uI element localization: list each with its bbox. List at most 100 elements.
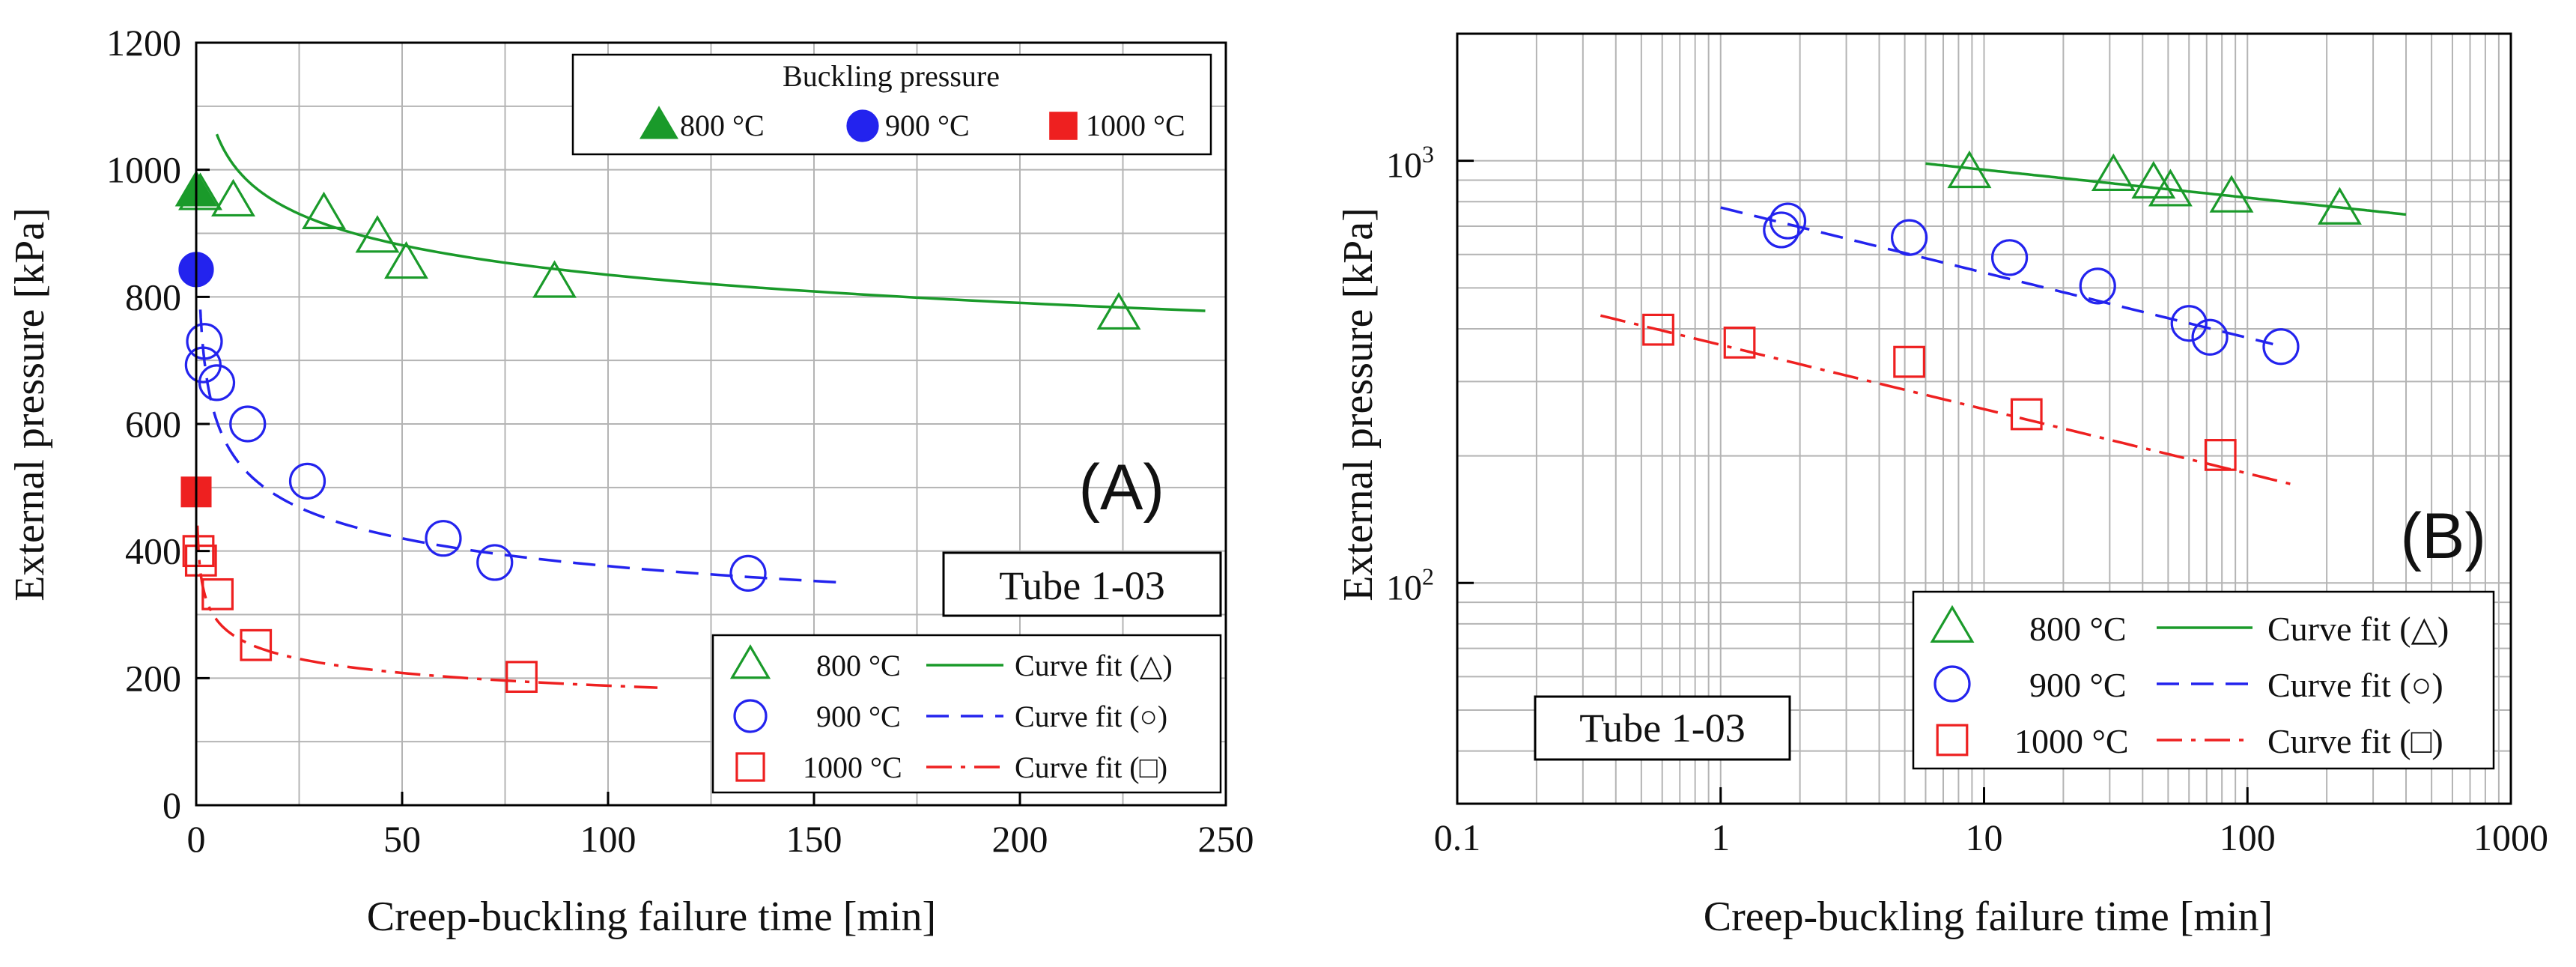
b-legend-label-1000: 1000 °C bbox=[2014, 722, 2129, 760]
a-legend-fit-label-800: Curve fit (△) bbox=[1015, 649, 1173, 682]
b-data-point-s900 bbox=[2079, 267, 2116, 305]
b-x-tick-label: 1 bbox=[1711, 816, 1730, 858]
b-y-tick-label-1000: 103 bbox=[1386, 141, 1434, 186]
a-y-tick-label: 1200 bbox=[106, 22, 181, 64]
a-buckling-legend-label-800: 800 °C bbox=[680, 109, 765, 142]
a-legend-label-1000: 1000 °C bbox=[803, 751, 902, 784]
b-data-point-s800 bbox=[2209, 175, 2254, 213]
a-data-point-s1000 bbox=[505, 661, 538, 694]
b-data-point-s1000 bbox=[2204, 439, 2237, 471]
a-legend-label-900: 900 °C bbox=[816, 700, 901, 733]
a-data-point-s900 bbox=[198, 364, 236, 401]
a-buckling-legend-label-900: 900 °C bbox=[885, 109, 970, 142]
a-y-tick-label: 200 bbox=[125, 657, 181, 699]
a-buckling-legend-marker-s900 bbox=[846, 109, 879, 142]
b-x-axis-title: Creep-buckling failure time [min] bbox=[1704, 894, 2273, 940]
b-fit-curve-s1000 bbox=[1600, 314, 2298, 488]
a-legend-label-800: 800 °C bbox=[816, 649, 901, 682]
a-x-tick-label: 0 bbox=[187, 818, 206, 860]
a-data-point-s900 bbox=[288, 462, 326, 500]
b-y-tick-1000-exp: 3 bbox=[1422, 141, 1434, 168]
b-legend-fit-label-1000: Curve fit (□) bbox=[2267, 722, 2443, 760]
b-data-point-s1000 bbox=[1723, 326, 1756, 359]
b-data-point-s900 bbox=[2191, 318, 2229, 356]
b-tube-label-box: Tube 1-03 bbox=[1534, 695, 1791, 761]
b-y-tick-100-exp: 2 bbox=[1422, 563, 1434, 589]
b-legend-label-900: 900 °C bbox=[2029, 666, 2127, 704]
b-data-point-s800 bbox=[2317, 187, 2362, 225]
b-y-tick-100-base: 10 bbox=[1386, 568, 1422, 607]
b-panel-label: (B) bbox=[2400, 500, 2486, 572]
b-x-tick-label: 100 bbox=[2220, 816, 2276, 858]
a-legend-fit-label-1000: Curve fit (□) bbox=[1015, 751, 1167, 784]
b-fit-curve-s800 bbox=[1925, 162, 2407, 216]
b-x-tick-label: 1000 bbox=[2473, 816, 2548, 858]
a-data-point-s800 bbox=[532, 260, 577, 298]
a-buckling-legend-title: Buckling pressure bbox=[783, 59, 1000, 93]
a-data-point-s800 bbox=[302, 191, 346, 230]
b-curves bbox=[1600, 162, 2407, 488]
b-fit-curve-s900 bbox=[1720, 206, 2273, 346]
b-legend-marker-s1000 bbox=[1936, 724, 1969, 757]
a-buckling-legend: Buckling pressure 800 °C 900 °C 1000 °C bbox=[571, 53, 1212, 156]
a-data-point-s1000 bbox=[182, 535, 215, 568]
a-y-tick-label: 1000 bbox=[106, 149, 181, 191]
a-x-axis-title: Creep-buckling failure time [min] bbox=[367, 894, 936, 940]
b-data-point-s900 bbox=[1990, 239, 2029, 276]
a-data-point-s1000 bbox=[240, 628, 273, 661]
a-panel-label: (A) bbox=[1078, 452, 1164, 524]
b-data-point-s1000 bbox=[1642, 313, 1674, 346]
a-series-legend: 800 °C Curve fit (△) 900 °C Curve fit (○… bbox=[711, 634, 1222, 794]
b-data-point-s900 bbox=[2262, 328, 2300, 366]
a-data-point-s900 bbox=[476, 544, 514, 581]
a-y-tick-label: 0 bbox=[162, 784, 181, 826]
b-legend-fit-label-800: Curve fit (△) bbox=[2267, 610, 2449, 648]
a-data-point-s800 bbox=[384, 240, 428, 279]
a-y-axis-title: External pressure [kPa] bbox=[7, 207, 53, 601]
a-data-point-s900 bbox=[425, 520, 462, 557]
b-tube-label: Tube 1-03 bbox=[1579, 706, 1746, 751]
a-x-tick-label: 250 bbox=[1198, 818, 1254, 860]
b-data-point-s900 bbox=[1769, 202, 1807, 240]
b-data-point-s1000 bbox=[1893, 345, 1925, 378]
a-legend-fit-label-900: Curve fit (○) bbox=[1015, 700, 1167, 733]
a-buckling-legend-marker-s1000 bbox=[1049, 112, 1078, 140]
b-x-tick-label: 0.1 bbox=[1434, 816, 1481, 858]
b-y-axis-title: External pressure [kPa] bbox=[1335, 207, 1382, 601]
a-data-point-s1000 bbox=[184, 545, 217, 577]
a-grid bbox=[196, 43, 1226, 805]
a-fit-curve-s800 bbox=[215, 133, 1206, 312]
b-legend-label-800: 800 °C bbox=[2029, 610, 2127, 648]
a-x-tick-label: 200 bbox=[992, 818, 1048, 860]
a-legend-marker-s800 bbox=[729, 644, 771, 679]
b-series-legend: 800 °C Curve fit (△) 900 °C Curve fit (○… bbox=[1912, 590, 2495, 770]
b-y-tick-1000-base: 10 bbox=[1386, 146, 1422, 186]
a-legend-marker-s1000 bbox=[735, 752, 765, 782]
a-x-tick-label: 100 bbox=[580, 818, 637, 860]
a-data-point-s900 bbox=[729, 554, 767, 592]
a-points bbox=[174, 170, 1141, 694]
b-legend-marker-s800 bbox=[1930, 604, 1975, 643]
b-legend-fit-label-900: Curve fit (○) bbox=[2267, 666, 2443, 704]
b-data-point-s800 bbox=[2091, 153, 2136, 192]
b-data-point-s800 bbox=[1947, 150, 1992, 189]
a-y-tick-label: 800 bbox=[125, 276, 181, 318]
a-data-point-s900 bbox=[229, 405, 267, 443]
a-data-point-s1000 bbox=[201, 578, 234, 610]
b-points bbox=[1642, 150, 2362, 471]
a-y-tick-label: 400 bbox=[125, 530, 181, 572]
a-y-tick-label: 600 bbox=[125, 403, 181, 445]
b-data-point-s900 bbox=[2170, 305, 2208, 342]
b-data-point-s900 bbox=[1763, 211, 1800, 249]
b-data-point-s800 bbox=[2148, 169, 2193, 207]
b-legend-marker-s900 bbox=[1933, 665, 1971, 703]
a-data-point-s900 bbox=[186, 323, 223, 360]
a-x-tick-label: 50 bbox=[383, 818, 421, 860]
a-buckling-legend-label-1000: 1000 °C bbox=[1086, 109, 1185, 142]
a-data-point-s800 bbox=[211, 178, 255, 217]
a-legend-marker-s900 bbox=[733, 699, 768, 733]
a-tube-label: Tube 1-03 bbox=[999, 563, 1165, 608]
b-data-point-s800 bbox=[2131, 160, 2176, 199]
b-data-point-s900 bbox=[1891, 219, 1928, 256]
